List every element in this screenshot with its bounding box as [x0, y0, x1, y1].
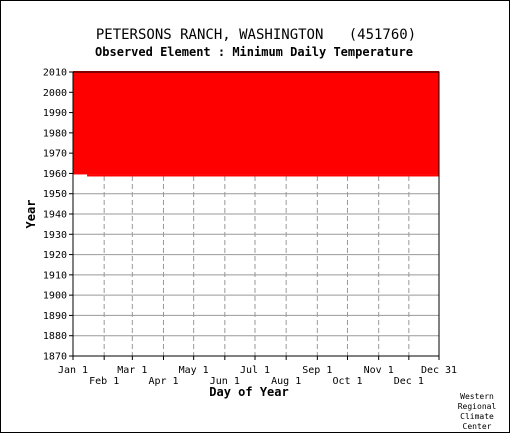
credit-line-3: Climate: [460, 412, 494, 421]
y-tick-label: 1970: [43, 149, 67, 160]
y-tick-label: 1980: [43, 128, 67, 139]
y-tick-label: 1910: [43, 270, 67, 281]
x-tick-label: Oct 1: [332, 376, 362, 387]
data-area-fill: [73, 70, 439, 175]
x-tick-label: Aug 1: [271, 376, 301, 387]
x-tick-label: Jul 1: [240, 365, 270, 376]
y-tick-label: 1950: [43, 189, 67, 200]
x-tick-label: Sep 1: [302, 365, 332, 376]
x-tick-label: Jan 1: [58, 365, 88, 376]
data-area: [73, 70, 440, 177]
credit-line-1: Western: [460, 392, 494, 401]
y-tick-label: 1920: [43, 250, 67, 261]
y-tick-label: 1880: [43, 331, 67, 342]
x-tick-label: Apr 1: [148, 376, 178, 387]
x-tick-label: Jun 1: [210, 376, 240, 387]
y-axis: 1870 1880 1890 1900 1910 1920 1930 1940 1950 1960…: [43, 68, 73, 363]
y-tick-label: 1960: [43, 169, 67, 180]
credit-line-4: Center: [463, 422, 492, 431]
credit-block: Western Regional Climate Center: [458, 392, 497, 431]
x-tick-label: Nov 1: [364, 365, 394, 376]
y-tick-label: 2010: [43, 68, 67, 79]
x-tick-label: Mar 1: [117, 365, 147, 376]
credit-line-2: Regional: [458, 402, 497, 411]
x-tick-label: Dec 31: [421, 365, 457, 376]
y-tick-label: 1870: [43, 352, 67, 363]
x-tick-label: Dec 1: [394, 376, 424, 387]
y-tick-label: 1890: [43, 311, 67, 322]
y-tick-label: 1990: [43, 108, 67, 119]
x-tick-label: May 1: [179, 365, 209, 376]
y-tick-label: 1900: [43, 291, 67, 302]
y-axis-label: Year: [24, 200, 38, 229]
x-tick-label: Feb 1: [89, 376, 119, 387]
x-axis-label: Day of Year: [209, 385, 288, 399]
y-tick-label: 2000: [43, 88, 67, 99]
x-axis: Jan 1 Mar 1 May 1 Jul 1 Sep 1 Nov 1 Dec 31 Feb …: [58, 356, 457, 387]
y-tick-label: 1930: [43, 230, 67, 241]
data-area-first-year: [87, 174, 440, 177]
chart-subtitle: Observed Element : Minimum Daily Tempera…: [95, 45, 413, 59]
y-tick-label: 1940: [43, 210, 67, 221]
chart-title: PETERSONS RANCH, WASHINGTON (451760): [96, 27, 416, 43]
